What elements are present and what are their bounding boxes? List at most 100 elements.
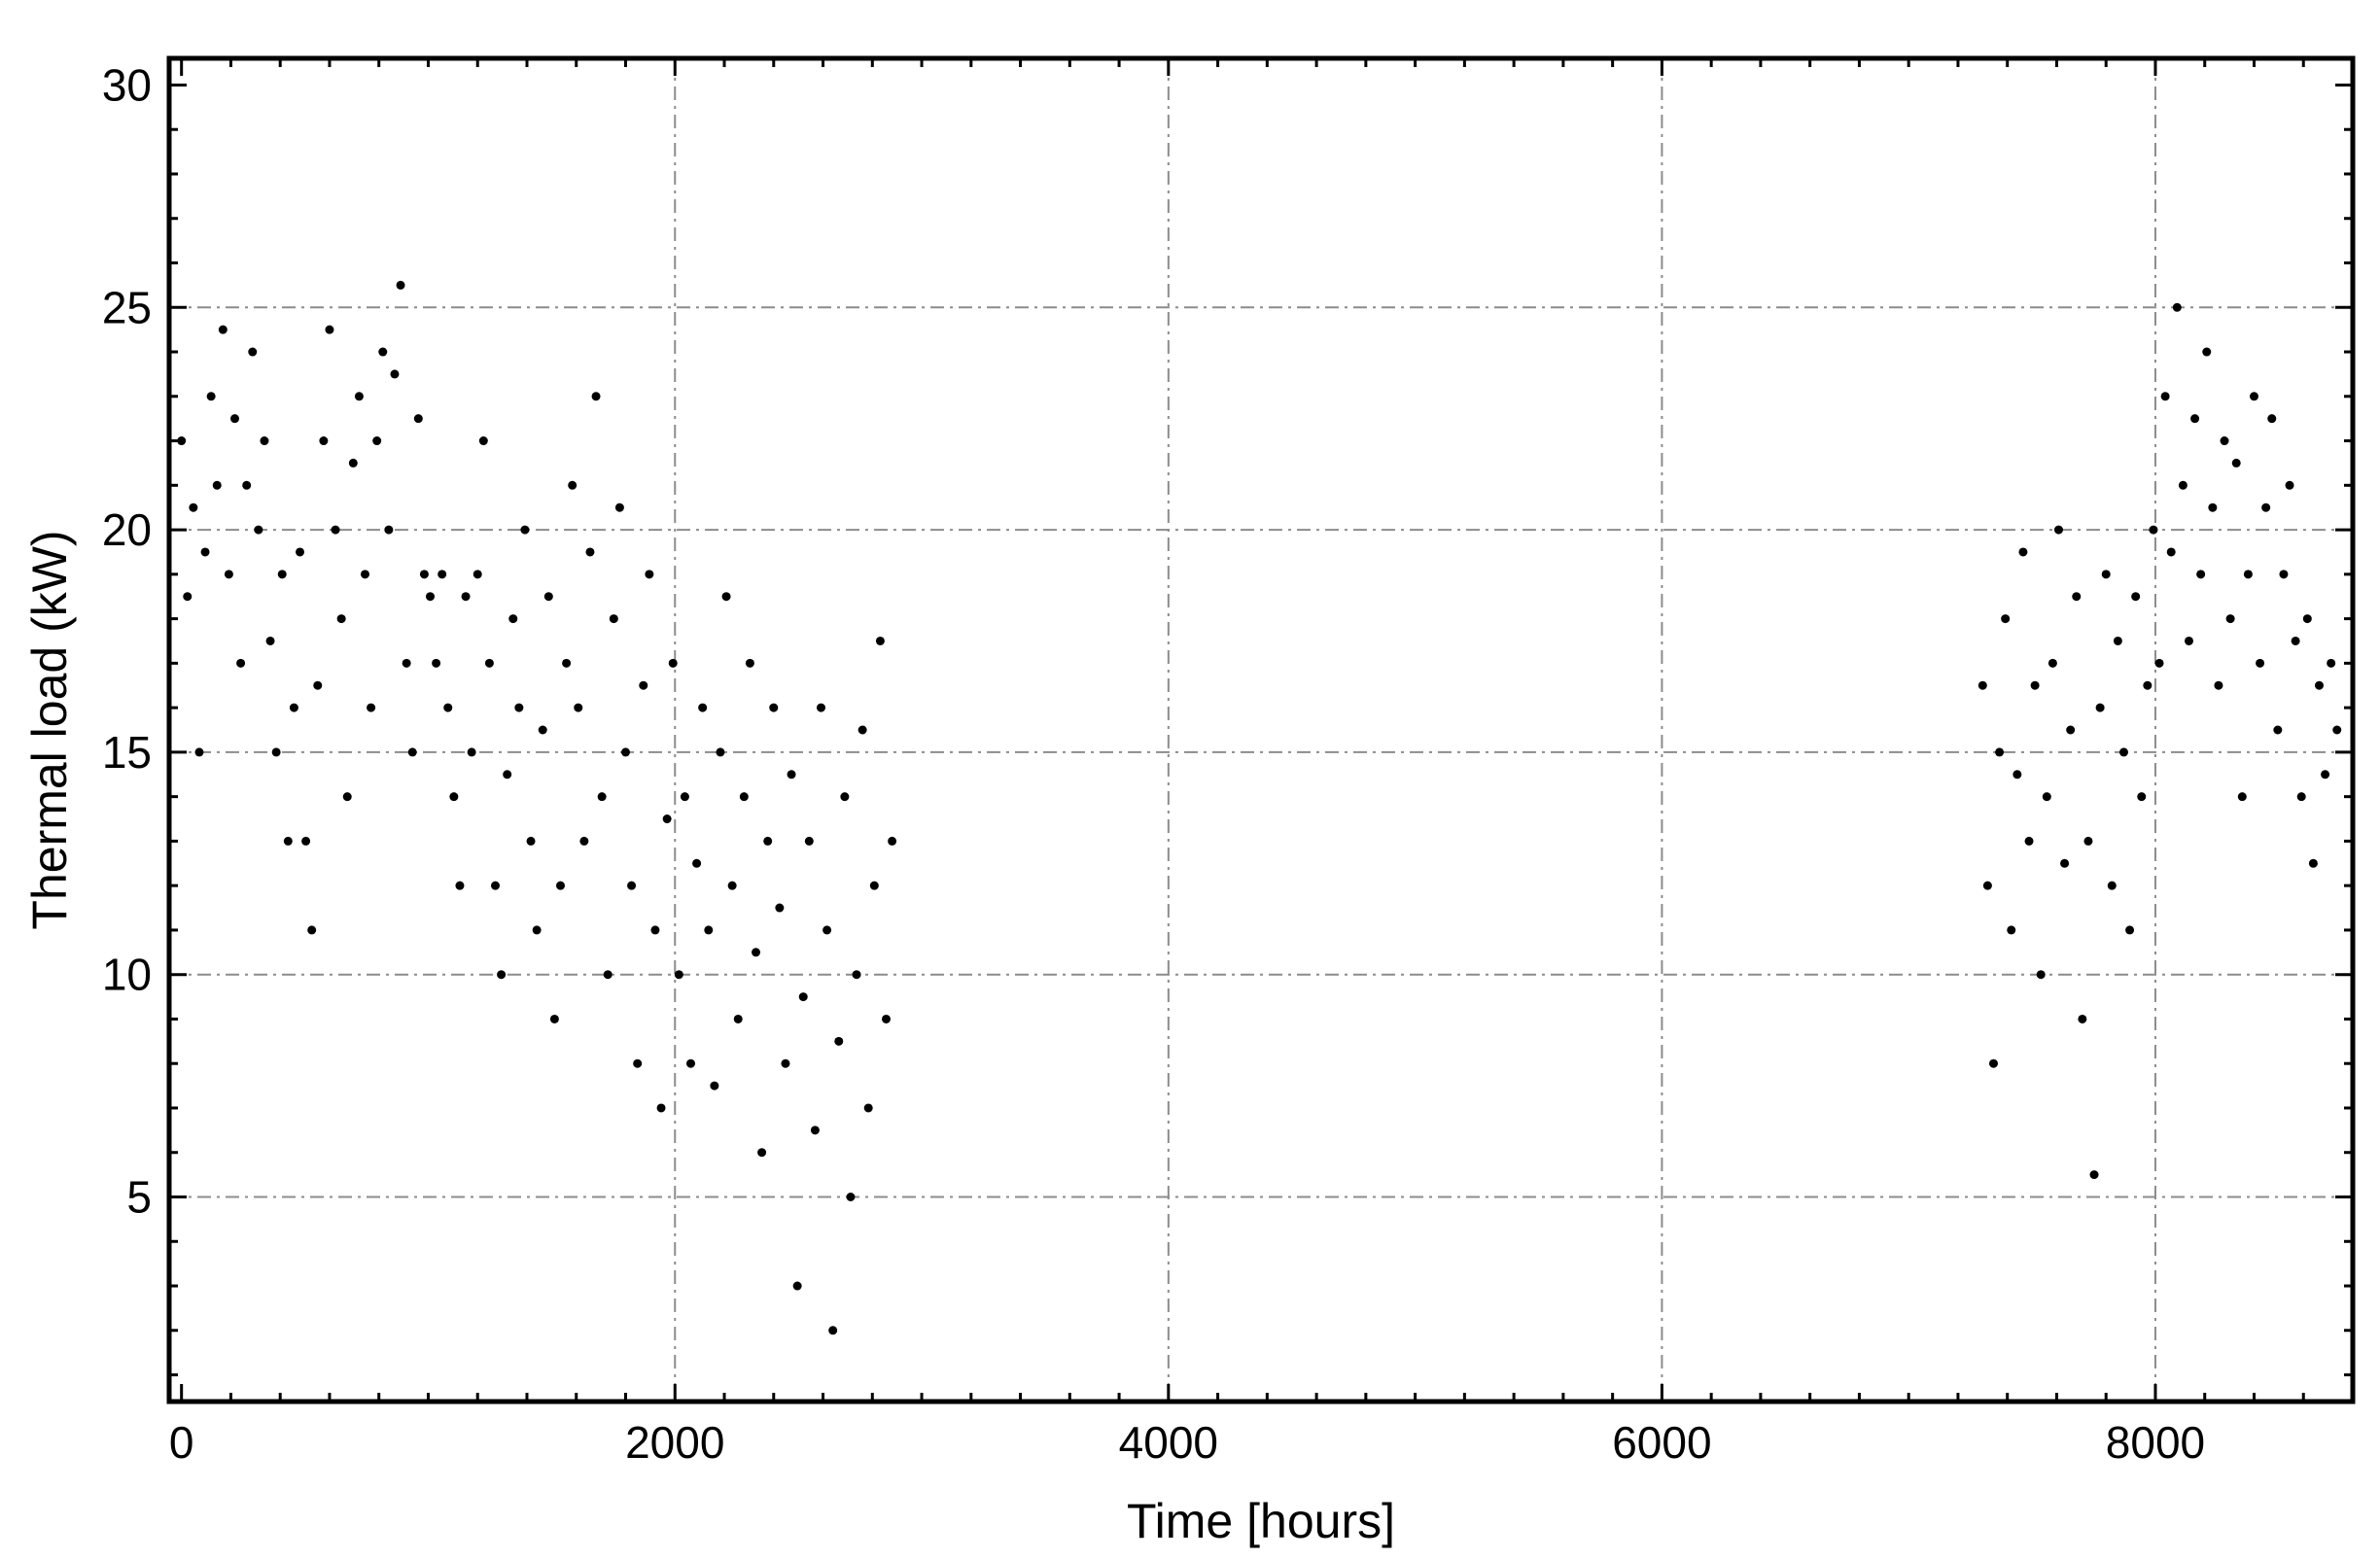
data-point bbox=[532, 925, 542, 935]
data-point bbox=[384, 525, 394, 535]
data-point bbox=[2285, 480, 2294, 490]
data-point bbox=[2256, 658, 2265, 668]
data-point bbox=[1982, 881, 1992, 890]
data-point bbox=[2321, 770, 2330, 780]
data-point bbox=[194, 747, 204, 757]
data-point bbox=[692, 858, 702, 868]
data-point bbox=[396, 280, 405, 290]
data-point bbox=[597, 792, 607, 802]
data-point bbox=[828, 1326, 838, 1335]
data-point bbox=[372, 436, 382, 446]
data-point bbox=[2225, 614, 2235, 624]
data-point bbox=[538, 725, 547, 735]
data-point bbox=[296, 547, 305, 557]
data-point bbox=[2308, 858, 2318, 868]
data-point bbox=[568, 480, 578, 490]
data-point bbox=[2214, 680, 2223, 690]
data-point bbox=[804, 836, 814, 846]
data-point bbox=[716, 747, 725, 757]
data-point bbox=[2089, 1170, 2099, 1180]
data-point bbox=[2267, 414, 2277, 424]
data-point bbox=[1995, 747, 2005, 757]
data-point bbox=[289, 703, 298, 712]
data-point bbox=[307, 925, 317, 935]
data-point bbox=[526, 836, 536, 846]
data-point bbox=[438, 570, 447, 579]
data-point bbox=[2237, 792, 2247, 802]
data-point bbox=[680, 792, 689, 802]
data-point bbox=[2012, 770, 2022, 780]
x-tick-label: 4000 bbox=[1119, 1417, 1218, 1468]
x-axis-label: Time [hours] bbox=[1127, 1494, 1395, 1548]
data-point bbox=[639, 680, 648, 690]
data-point bbox=[852, 970, 861, 980]
data-point bbox=[869, 881, 879, 890]
axis-ticks bbox=[169, 58, 2353, 1402]
data-point bbox=[574, 703, 583, 712]
data-point bbox=[757, 1148, 767, 1158]
data-point bbox=[183, 592, 192, 602]
grid-lines bbox=[169, 58, 2353, 1402]
data-point bbox=[367, 703, 376, 712]
data-point bbox=[472, 570, 482, 579]
data-point bbox=[348, 458, 358, 468]
data-point bbox=[603, 970, 612, 980]
data-point bbox=[556, 881, 566, 890]
data-point bbox=[413, 414, 423, 424]
data-point bbox=[2018, 547, 2028, 557]
data-point bbox=[858, 725, 867, 735]
data-point bbox=[614, 502, 624, 512]
data-point bbox=[2178, 480, 2188, 490]
y-tick-label: 10 bbox=[102, 950, 152, 1000]
plot-frame bbox=[166, 55, 2356, 1404]
data-point bbox=[461, 592, 471, 602]
data-point bbox=[2053, 525, 2063, 535]
data-point bbox=[621, 747, 631, 757]
data-point bbox=[2190, 414, 2200, 424]
data-point bbox=[2042, 792, 2051, 802]
data-point bbox=[2083, 836, 2093, 846]
data-point bbox=[2101, 570, 2111, 579]
data-point bbox=[342, 792, 352, 802]
data-point bbox=[177, 436, 187, 446]
data-point bbox=[2160, 392, 2170, 401]
data-point bbox=[817, 703, 826, 712]
x-tick-label: 2000 bbox=[625, 1417, 724, 1468]
data-point bbox=[497, 970, 507, 980]
data-point bbox=[792, 1281, 802, 1291]
data-point bbox=[2279, 570, 2289, 579]
data-point bbox=[704, 925, 714, 935]
data-point bbox=[627, 881, 637, 890]
data-point bbox=[2166, 547, 2176, 557]
data-point bbox=[419, 570, 429, 579]
data-point bbox=[443, 703, 453, 712]
data-point bbox=[2273, 725, 2283, 735]
data-point bbox=[1978, 680, 1987, 690]
data-point bbox=[2118, 747, 2128, 757]
data-point bbox=[882, 1014, 892, 1023]
data-point bbox=[763, 836, 773, 846]
data-point bbox=[2001, 614, 2011, 624]
data-point bbox=[426, 592, 436, 602]
data-point bbox=[798, 992, 808, 1002]
data-point bbox=[467, 747, 476, 757]
data-point bbox=[662, 814, 672, 824]
data-point bbox=[787, 770, 796, 780]
data-point bbox=[277, 570, 287, 579]
data-point bbox=[390, 369, 400, 379]
data-point bbox=[888, 836, 897, 846]
data-point bbox=[2072, 592, 2082, 602]
data-point bbox=[752, 948, 761, 957]
data-point bbox=[745, 658, 754, 668]
data-point bbox=[645, 570, 654, 579]
data-point bbox=[710, 1081, 719, 1091]
data-point bbox=[2131, 592, 2141, 602]
data-point bbox=[236, 658, 246, 668]
data-point bbox=[520, 525, 530, 535]
data-point bbox=[449, 792, 459, 802]
data-point bbox=[698, 703, 708, 712]
data-point bbox=[361, 570, 370, 579]
data-point bbox=[2143, 680, 2152, 690]
data-point bbox=[834, 1036, 844, 1046]
